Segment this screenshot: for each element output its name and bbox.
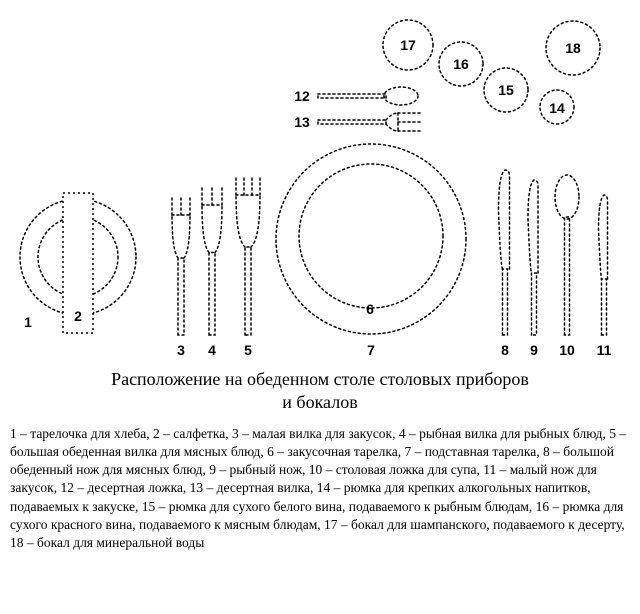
title-line-2: и бокалов xyxy=(282,392,357,412)
label-11: 11 xyxy=(597,342,612,358)
label-18: 18 xyxy=(565,40,581,56)
label-17: 17 xyxy=(400,37,416,53)
label-14: 14 xyxy=(549,100,565,116)
legend-text: 1 – тарелочка для хлеба, 2 – салфетка, 3… xyxy=(0,425,640,553)
title-line-1: Расположение на обеденном столе столовых… xyxy=(111,369,529,389)
table-setting-diagram: 123456789101112131415161718 xyxy=(0,0,640,360)
label-1: 1 xyxy=(24,314,32,330)
label-9: 9 xyxy=(530,342,538,358)
label-15: 15 xyxy=(498,82,514,98)
diagram-svg xyxy=(0,0,640,360)
label-2: 2 xyxy=(74,308,82,324)
label-6: 6 xyxy=(366,301,374,317)
label-4: 4 xyxy=(208,342,216,358)
label-13: 13 xyxy=(294,114,310,130)
label-10: 10 xyxy=(559,342,575,358)
label-7: 7 xyxy=(367,342,375,358)
diagram-title: Расположение на обеденном столе столовых… xyxy=(20,368,620,415)
label-12: 12 xyxy=(294,88,310,104)
label-16: 16 xyxy=(453,56,469,72)
label-5: 5 xyxy=(244,342,252,358)
label-8: 8 xyxy=(501,342,509,358)
label-3: 3 xyxy=(177,342,185,358)
